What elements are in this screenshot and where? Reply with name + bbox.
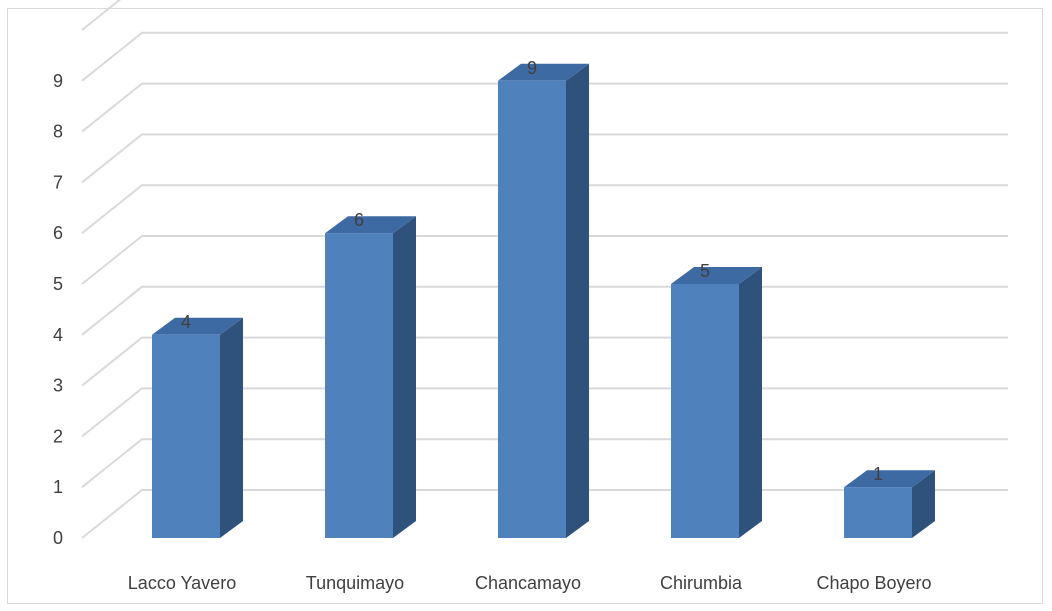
y-tick-label: 3 bbox=[53, 376, 63, 396]
bar-front bbox=[844, 487, 912, 538]
bar-side bbox=[739, 267, 762, 538]
x-axis-categories: Lacco Yavero Tunquimayo Chancamayo Chirumbi… bbox=[128, 573, 932, 593]
category-label: Lacco Yavero bbox=[128, 573, 236, 593]
y-tick-label: 1 bbox=[53, 477, 63, 497]
gridline bbox=[81, 235, 1008, 285]
y-tick-label: 0 bbox=[53, 528, 63, 548]
bar-top bbox=[671, 267, 762, 284]
gridline bbox=[81, 0, 122, 31]
gridline bbox=[81, 31, 1008, 82]
bar-top bbox=[325, 216, 416, 234]
y-tick-label: 2 bbox=[53, 426, 63, 446]
data-label: 5 bbox=[700, 261, 710, 281]
data-label: 4 bbox=[181, 312, 191, 332]
category-label: Chancamayo bbox=[475, 573, 581, 593]
gridline bbox=[81, 82, 1008, 133]
bar-side bbox=[220, 317, 243, 538]
bar-side bbox=[912, 470, 935, 538]
category-label: Chirumbia bbox=[660, 573, 743, 593]
y-tick-label: 6 bbox=[53, 223, 63, 243]
data-label: 9 bbox=[527, 58, 537, 78]
bar-top bbox=[152, 317, 243, 335]
bar-top bbox=[498, 63, 589, 81]
bar-2: 6 bbox=[325, 210, 416, 538]
bar-top bbox=[844, 470, 935, 488]
gridline bbox=[81, 133, 1008, 184]
bar-4: 5 bbox=[671, 261, 762, 538]
bars: 4 6 9 5 1 bbox=[152, 58, 935, 539]
category-label: Chapo Boyero bbox=[816, 573, 931, 593]
bar-5: 1 bbox=[844, 464, 935, 538]
data-label: 6 bbox=[354, 210, 364, 230]
y-tick-label: 7 bbox=[53, 172, 63, 192]
bar-front bbox=[152, 334, 220, 538]
bar-1: 4 bbox=[152, 312, 243, 538]
y-tick-label: 8 bbox=[53, 122, 63, 142]
bar-3: 9 bbox=[498, 58, 589, 539]
bar-side bbox=[566, 63, 589, 539]
y-tick-label: 4 bbox=[53, 325, 63, 345]
category-label: Tunquimayo bbox=[306, 573, 404, 593]
bar-front bbox=[325, 233, 393, 538]
bar-side bbox=[393, 216, 416, 538]
y-axis-ticks: 0 1 2 3 4 5 6 7 8 9 bbox=[53, 71, 63, 548]
y-tick-label: 5 bbox=[53, 274, 63, 294]
y-tick-label: 9 bbox=[53, 71, 63, 91]
gridline bbox=[81, 184, 1008, 234]
bar-front bbox=[498, 80, 566, 539]
data-label: 1 bbox=[873, 464, 883, 484]
bar-front bbox=[671, 284, 739, 538]
